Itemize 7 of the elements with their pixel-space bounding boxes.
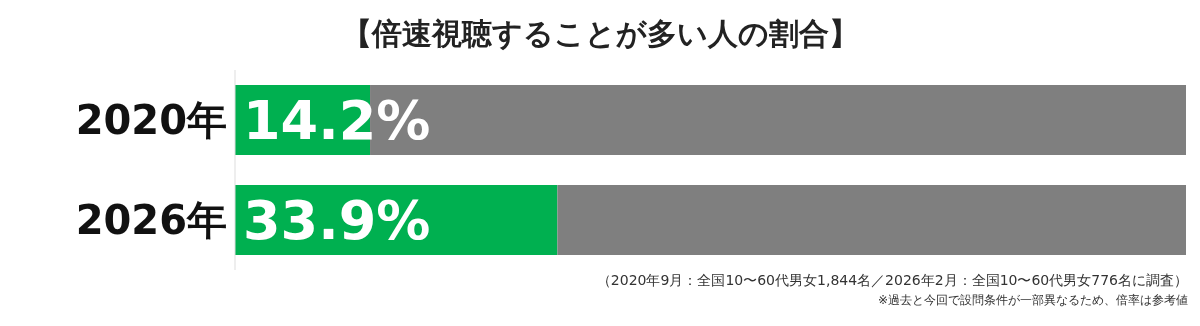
text: （2020年9月：全国10〜60代男女1,844名／2026年2月：全国10〜60代男女776名に調査） [595, 271, 1188, 290]
data-label: 33.9% [243, 188, 431, 252]
y-tick-label: 2026年 [75, 197, 227, 244]
text: ※過去と今回で設問条件が一部異なるため、倍率は参考値 [876, 292, 1188, 309]
y-tick-label: 2020年 [75, 97, 227, 144]
data-label: 14.2% [243, 88, 431, 152]
chart-title: 【倍速視聴することが多い人の割合】 [340, 15, 860, 53]
